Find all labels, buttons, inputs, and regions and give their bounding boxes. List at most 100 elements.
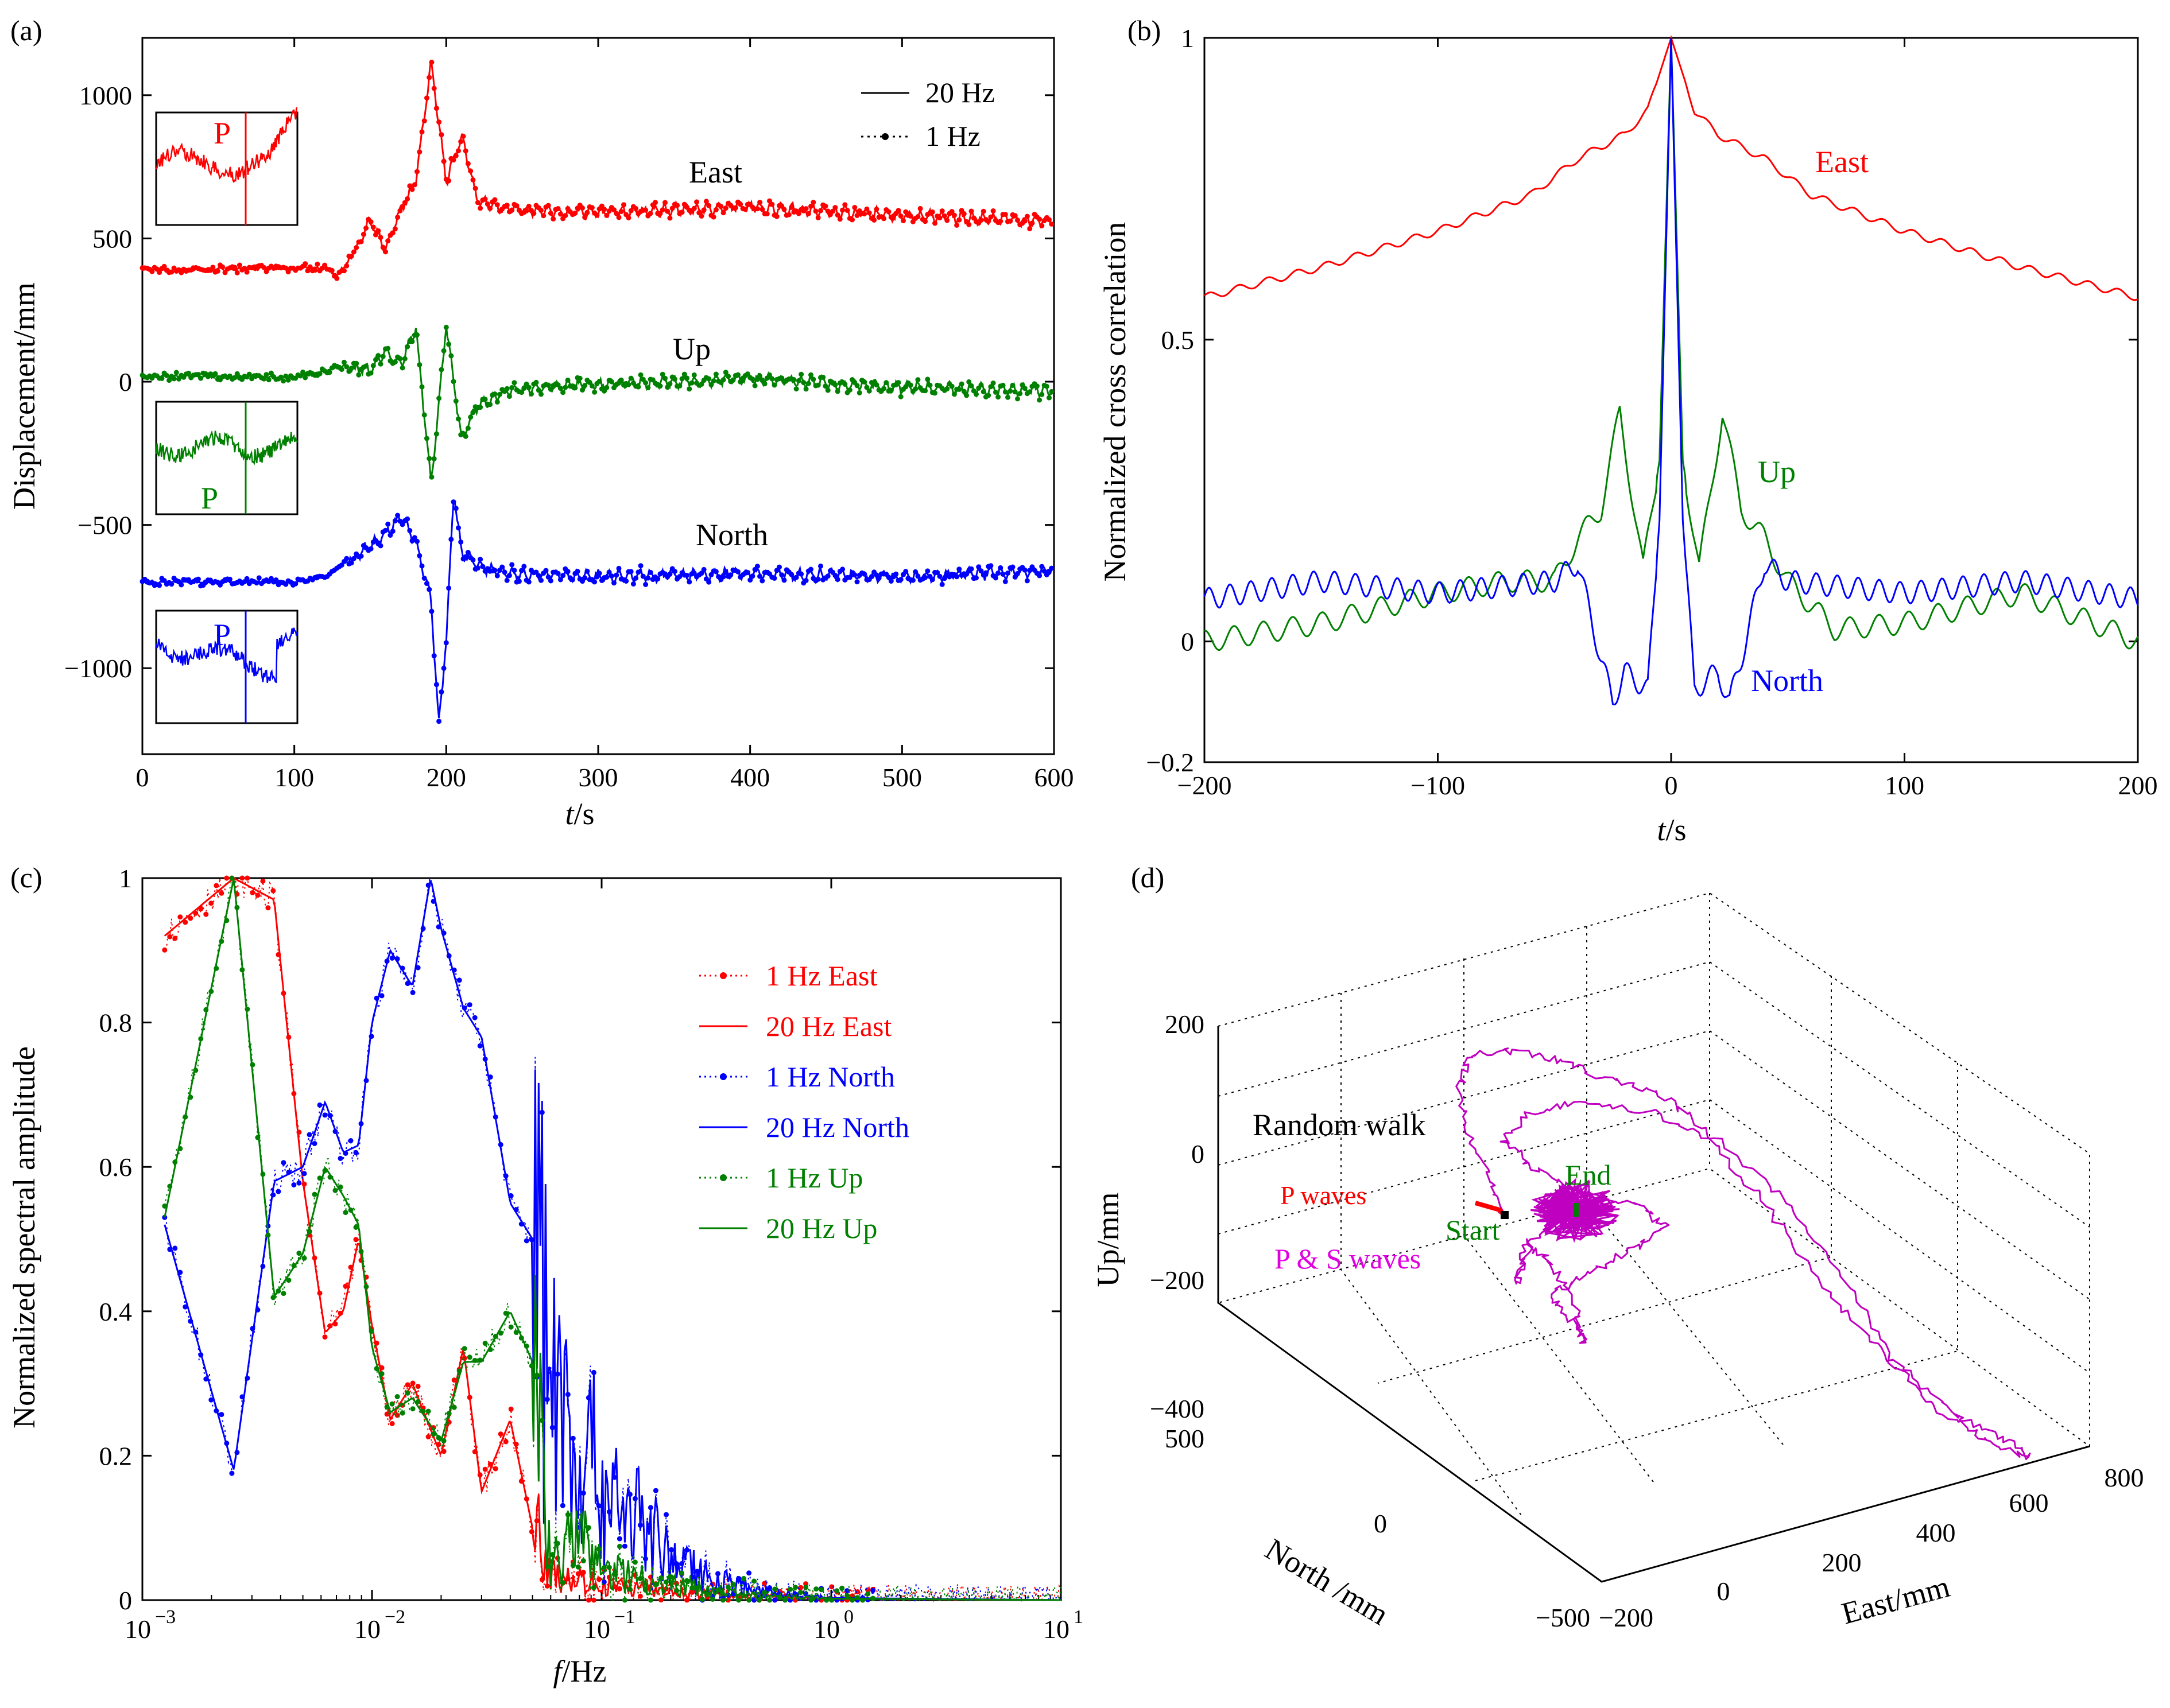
a-1hz-point bbox=[1049, 389, 1055, 394]
east-tick-0: 0 bbox=[1717, 1577, 1730, 1606]
a-1hz-point bbox=[1039, 391, 1045, 397]
up-tick-200: 200 bbox=[1165, 1010, 1204, 1039]
c-ytick-label: 1 bbox=[119, 864, 132, 893]
a-1hz-point bbox=[1047, 217, 1052, 223]
c-1hz-point bbox=[637, 1593, 643, 1599]
a-1hz-point bbox=[179, 582, 184, 588]
a-1hz-point bbox=[832, 205, 838, 211]
a-1hz-point bbox=[701, 207, 707, 213]
a-1hz-point bbox=[429, 474, 435, 480]
a-1hz-point bbox=[227, 576, 232, 582]
a-1hz-point bbox=[563, 213, 568, 219]
c-1hz-point bbox=[788, 1586, 793, 1592]
c-1hz-point bbox=[234, 905, 240, 910]
c-1hz-point bbox=[575, 1564, 581, 1570]
a-1hz-point bbox=[835, 577, 840, 583]
a-1hz-point bbox=[582, 383, 588, 389]
c-1hz-point bbox=[353, 1237, 359, 1243]
a-1hz-point bbox=[832, 573, 838, 579]
a-1hz-point bbox=[667, 572, 673, 577]
a-1hz-point bbox=[611, 580, 617, 586]
a-1hz-point bbox=[636, 384, 641, 390]
c-1hz-point bbox=[555, 1540, 560, 1546]
a-1hz-point bbox=[594, 212, 600, 218]
a-1hz-point bbox=[149, 269, 155, 274]
c-1hz-point bbox=[198, 1352, 204, 1358]
c-1hz-point bbox=[508, 1406, 514, 1412]
a-1hz-point bbox=[720, 210, 726, 216]
b-series-east bbox=[1203, 35, 2138, 301]
a-1hz-point bbox=[869, 574, 874, 580]
a-1hz-point bbox=[662, 200, 668, 205]
c-1hz-point bbox=[591, 1597, 596, 1603]
a-1hz-point bbox=[482, 397, 488, 402]
a-1hz-point bbox=[407, 528, 413, 533]
inset-north-p-label: P bbox=[214, 618, 231, 652]
c-1hz-point bbox=[611, 1474, 617, 1480]
c-1hz-point bbox=[498, 1330, 503, 1336]
c-1hz-point bbox=[534, 1518, 540, 1524]
c-1hz-point bbox=[255, 892, 261, 898]
a-1hz-point bbox=[378, 361, 383, 367]
a-1hz-point bbox=[429, 60, 435, 65]
c-1hz-point bbox=[384, 1411, 390, 1417]
a-1hz-point bbox=[157, 270, 162, 275]
c-1hz-point bbox=[472, 1357, 478, 1363]
c-1hz-point bbox=[726, 1584, 731, 1590]
annotation-random-walk: Random walk bbox=[1253, 1108, 1425, 1142]
c-1hz-point bbox=[234, 1450, 240, 1455]
a-xtick-label: 400 bbox=[730, 763, 770, 792]
c-1hz-point bbox=[451, 967, 457, 973]
c-1hz-point bbox=[312, 1191, 317, 1197]
a-1hz-point bbox=[760, 207, 765, 212]
a-1hz-point bbox=[451, 157, 456, 163]
a-1hz-point bbox=[959, 381, 964, 387]
a-series-north-1hz bbox=[140, 499, 1055, 724]
c-1hz-point bbox=[255, 1307, 261, 1313]
a-1hz-point bbox=[358, 239, 364, 244]
a-1hz-point bbox=[592, 389, 598, 395]
c-1hz-point bbox=[705, 1591, 710, 1597]
c-1hz-point bbox=[870, 1596, 876, 1601]
c-1hz-point bbox=[167, 1183, 173, 1189]
a-1hz-point bbox=[424, 581, 429, 587]
c-1hz-point bbox=[664, 1512, 669, 1517]
a-1hz-point bbox=[1015, 570, 1020, 576]
c-1hz-point bbox=[327, 1323, 333, 1329]
a-1hz-point bbox=[492, 391, 498, 397]
a-1hz-point bbox=[815, 576, 821, 582]
a-1hz-point bbox=[551, 216, 556, 222]
panel-d-xlabel: East/mm bbox=[1838, 1569, 1954, 1631]
c-1hz-point bbox=[338, 1184, 343, 1190]
c-1hz-point bbox=[586, 1525, 591, 1531]
a-1hz-point bbox=[854, 579, 860, 585]
up-tick-0: 0 bbox=[1191, 1139, 1204, 1169]
c-1hz-point bbox=[508, 1324, 514, 1330]
a-1hz-point bbox=[451, 499, 456, 505]
a-1hz-point bbox=[512, 568, 517, 573]
c-1hz-point bbox=[617, 1536, 622, 1542]
a-1hz-point bbox=[720, 574, 726, 580]
a-1hz-point bbox=[361, 231, 366, 237]
a-series-east-20hz bbox=[142, 62, 1054, 277]
c-1hz-point bbox=[808, 1597, 814, 1603]
a-1hz-point bbox=[660, 207, 665, 213]
c-1hz-point bbox=[679, 1570, 684, 1576]
a-1hz-point bbox=[494, 202, 500, 208]
a-1hz-point bbox=[699, 382, 704, 387]
a-1hz-point bbox=[903, 569, 909, 574]
a-1hz-point bbox=[327, 370, 332, 375]
c-1hz-point bbox=[746, 1597, 752, 1603]
a-1hz-point bbox=[468, 168, 474, 174]
a-1hz-point bbox=[995, 570, 1001, 576]
c-1hz-point bbox=[425, 882, 431, 888]
c-1hz-point bbox=[462, 1356, 467, 1361]
a-1hz-point bbox=[427, 456, 432, 461]
a-1hz-point bbox=[618, 377, 624, 383]
a-1hz-point bbox=[215, 268, 220, 274]
a-1hz-point bbox=[789, 204, 795, 210]
a-1hz-point bbox=[842, 382, 848, 387]
c-1hz-point bbox=[684, 1547, 689, 1553]
c-1hz-point bbox=[291, 1263, 297, 1268]
a-1hz-point bbox=[468, 414, 474, 420]
